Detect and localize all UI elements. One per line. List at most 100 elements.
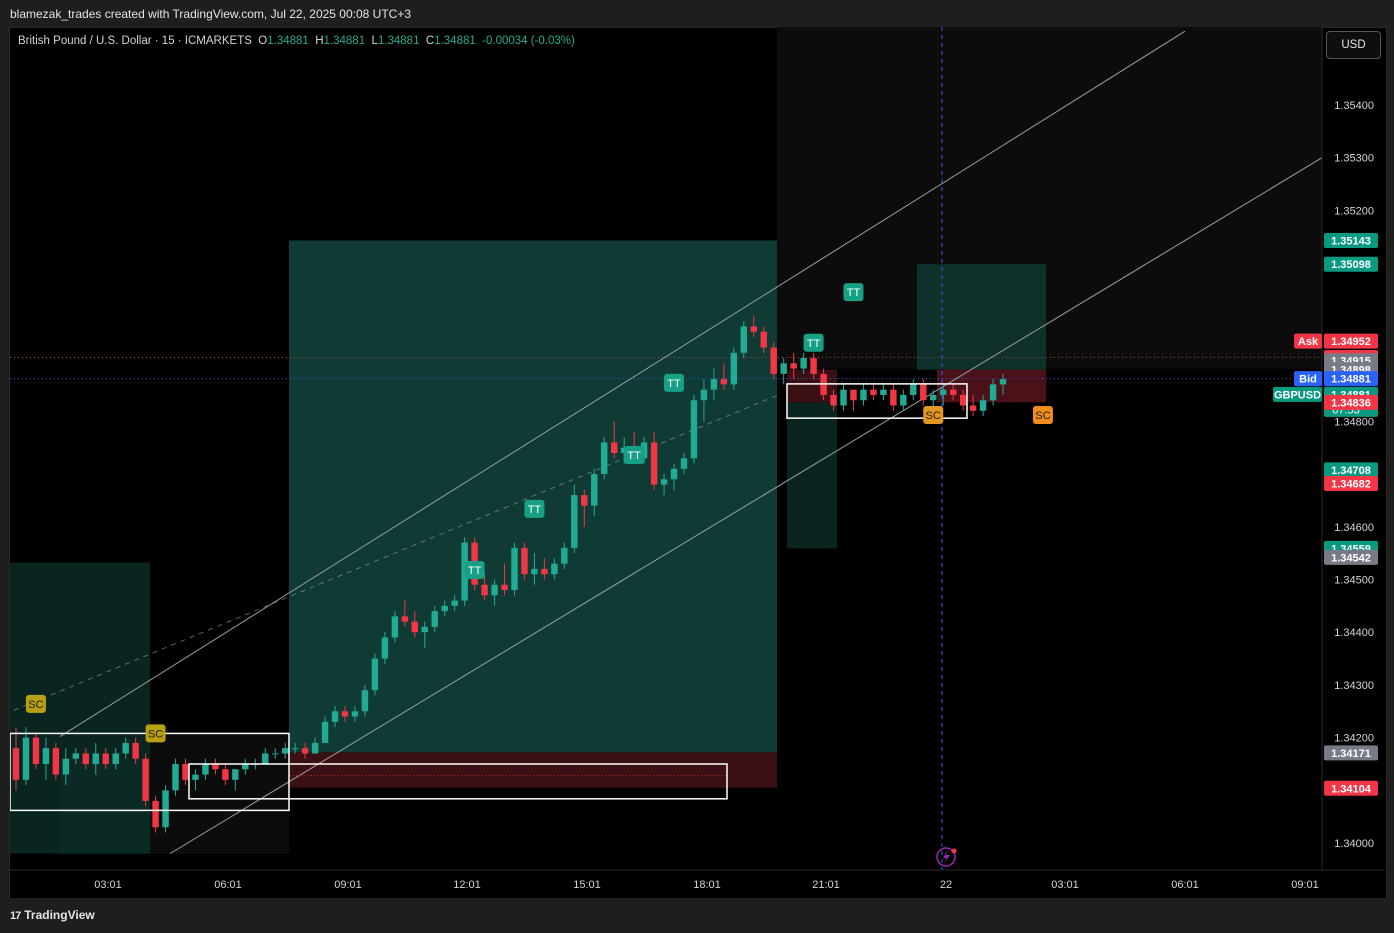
currency-button[interactable]: USD [1326, 31, 1381, 59]
signal-badge [624, 446, 645, 465]
candle-body [222, 769, 229, 780]
candle-body [172, 764, 179, 791]
target-zone-left-inner [60, 758, 150, 854]
symbol-legend: British Pound / U.S. Dollar · 15 · ICMAR… [18, 35, 575, 47]
mid-stop-zone [787, 369, 837, 403]
tradingview-logo-text: TradingView [24, 908, 95, 922]
price-label: 1.34952 [1331, 336, 1371, 348]
candle-body [381, 637, 389, 659]
notification-dot [951, 848, 957, 854]
candle [969, 394, 977, 417]
candle [870, 384, 877, 401]
candle [182, 758, 189, 786]
candle-body [361, 690, 369, 712]
candle-body [750, 326, 757, 332]
tradingview-logo: 17 TradingView [10, 908, 95, 922]
candle [999, 373, 1007, 395]
signal-label: TT [667, 378, 681, 390]
plot-area[interactable]: SC SC TT TT TT TT TT TT SC SC [10, 0, 1322, 870]
price-label: 1.34881 [1331, 374, 1371, 386]
long-stop-zone [289, 752, 777, 788]
x-tick-label: 18:01 [693, 879, 721, 891]
candle [880, 384, 887, 401]
candle [72, 748, 80, 764]
candle-body [730, 352, 738, 385]
candle-body [102, 753, 109, 764]
candle-body [900, 394, 907, 406]
x-tick-label: 06:01 [1171, 879, 1199, 891]
candle [222, 764, 229, 786]
y-tick-label: 1.35200 [1334, 205, 1374, 217]
candle [301, 742, 309, 759]
candle-body [411, 621, 418, 633]
candle [860, 384, 867, 406]
candle [730, 347, 738, 390]
candle [660, 474, 668, 496]
signal-badge [25, 694, 46, 713]
price-label-box [1324, 549, 1378, 565]
candle-body [441, 605, 448, 612]
candle [780, 358, 787, 385]
y-tick-label: 1.34300 [1334, 680, 1374, 692]
candle [601, 437, 608, 480]
candle-body [571, 495, 578, 548]
y-tick-label: 1.34400 [1334, 627, 1374, 639]
price-label: 1.35143 [1331, 235, 1371, 247]
candle [311, 737, 319, 754]
candle [431, 605, 438, 633]
x-tick-label: 12:01 [453, 879, 481, 891]
candle [272, 748, 279, 759]
channel-upper-line [59, 30, 1186, 738]
price-label: 1.34682 [1331, 479, 1371, 491]
signal-label: TT [627, 450, 641, 462]
price-label: 1.34171 [1331, 748, 1371, 760]
signal-label: SC [1035, 410, 1050, 422]
candle-body [192, 774, 199, 780]
candle [690, 394, 698, 464]
price-label-box [1324, 745, 1378, 761]
signal-label: TT [847, 287, 861, 299]
candle-body [262, 753, 269, 764]
x-tick-label: 09:01 [334, 879, 362, 891]
candle-body [611, 442, 618, 453]
candle [232, 769, 239, 791]
signal-badge [1032, 405, 1053, 424]
candle-body [202, 764, 209, 775]
candle [700, 379, 708, 422]
candle-body [142, 758, 149, 801]
candle-body [670, 468, 678, 480]
candle [850, 389, 857, 411]
candle [52, 742, 60, 780]
candle-body [371, 658, 379, 691]
candle-body [501, 584, 508, 591]
legend-high-label: H [315, 35, 324, 47]
candle-body [52, 748, 60, 775]
tradingview-logo-mark: 17 [10, 910, 21, 922]
candle-body [949, 389, 957, 395]
legend-open-label: O [258, 35, 268, 47]
candle [451, 595, 458, 612]
candle [910, 379, 917, 401]
candle [790, 352, 797, 380]
candle [501, 563, 508, 596]
candle [491, 579, 498, 606]
candle-body [311, 742, 319, 754]
attribution-text: blamezak_trades created with TradingView… [10, 7, 412, 21]
legend-symbol: British Pound / U.S. Dollar · 15 · ICMAR… [18, 35, 252, 47]
legend-low-value: 1.34881 [377, 35, 420, 47]
candle-body [720, 379, 728, 385]
signal-badge [923, 405, 944, 424]
candle-body [12, 748, 20, 780]
candle-body [341, 711, 349, 717]
candle-body [910, 384, 917, 395]
legend-low-label: L [371, 35, 378, 47]
candle-body [541, 568, 548, 575]
candle-body [561, 547, 568, 564]
candle-body [591, 474, 598, 506]
candle-body [930, 394, 937, 401]
candle [511, 542, 518, 596]
candle [401, 600, 409, 627]
x-tick-label: 09:01 [1291, 879, 1319, 891]
candle [281, 742, 289, 759]
